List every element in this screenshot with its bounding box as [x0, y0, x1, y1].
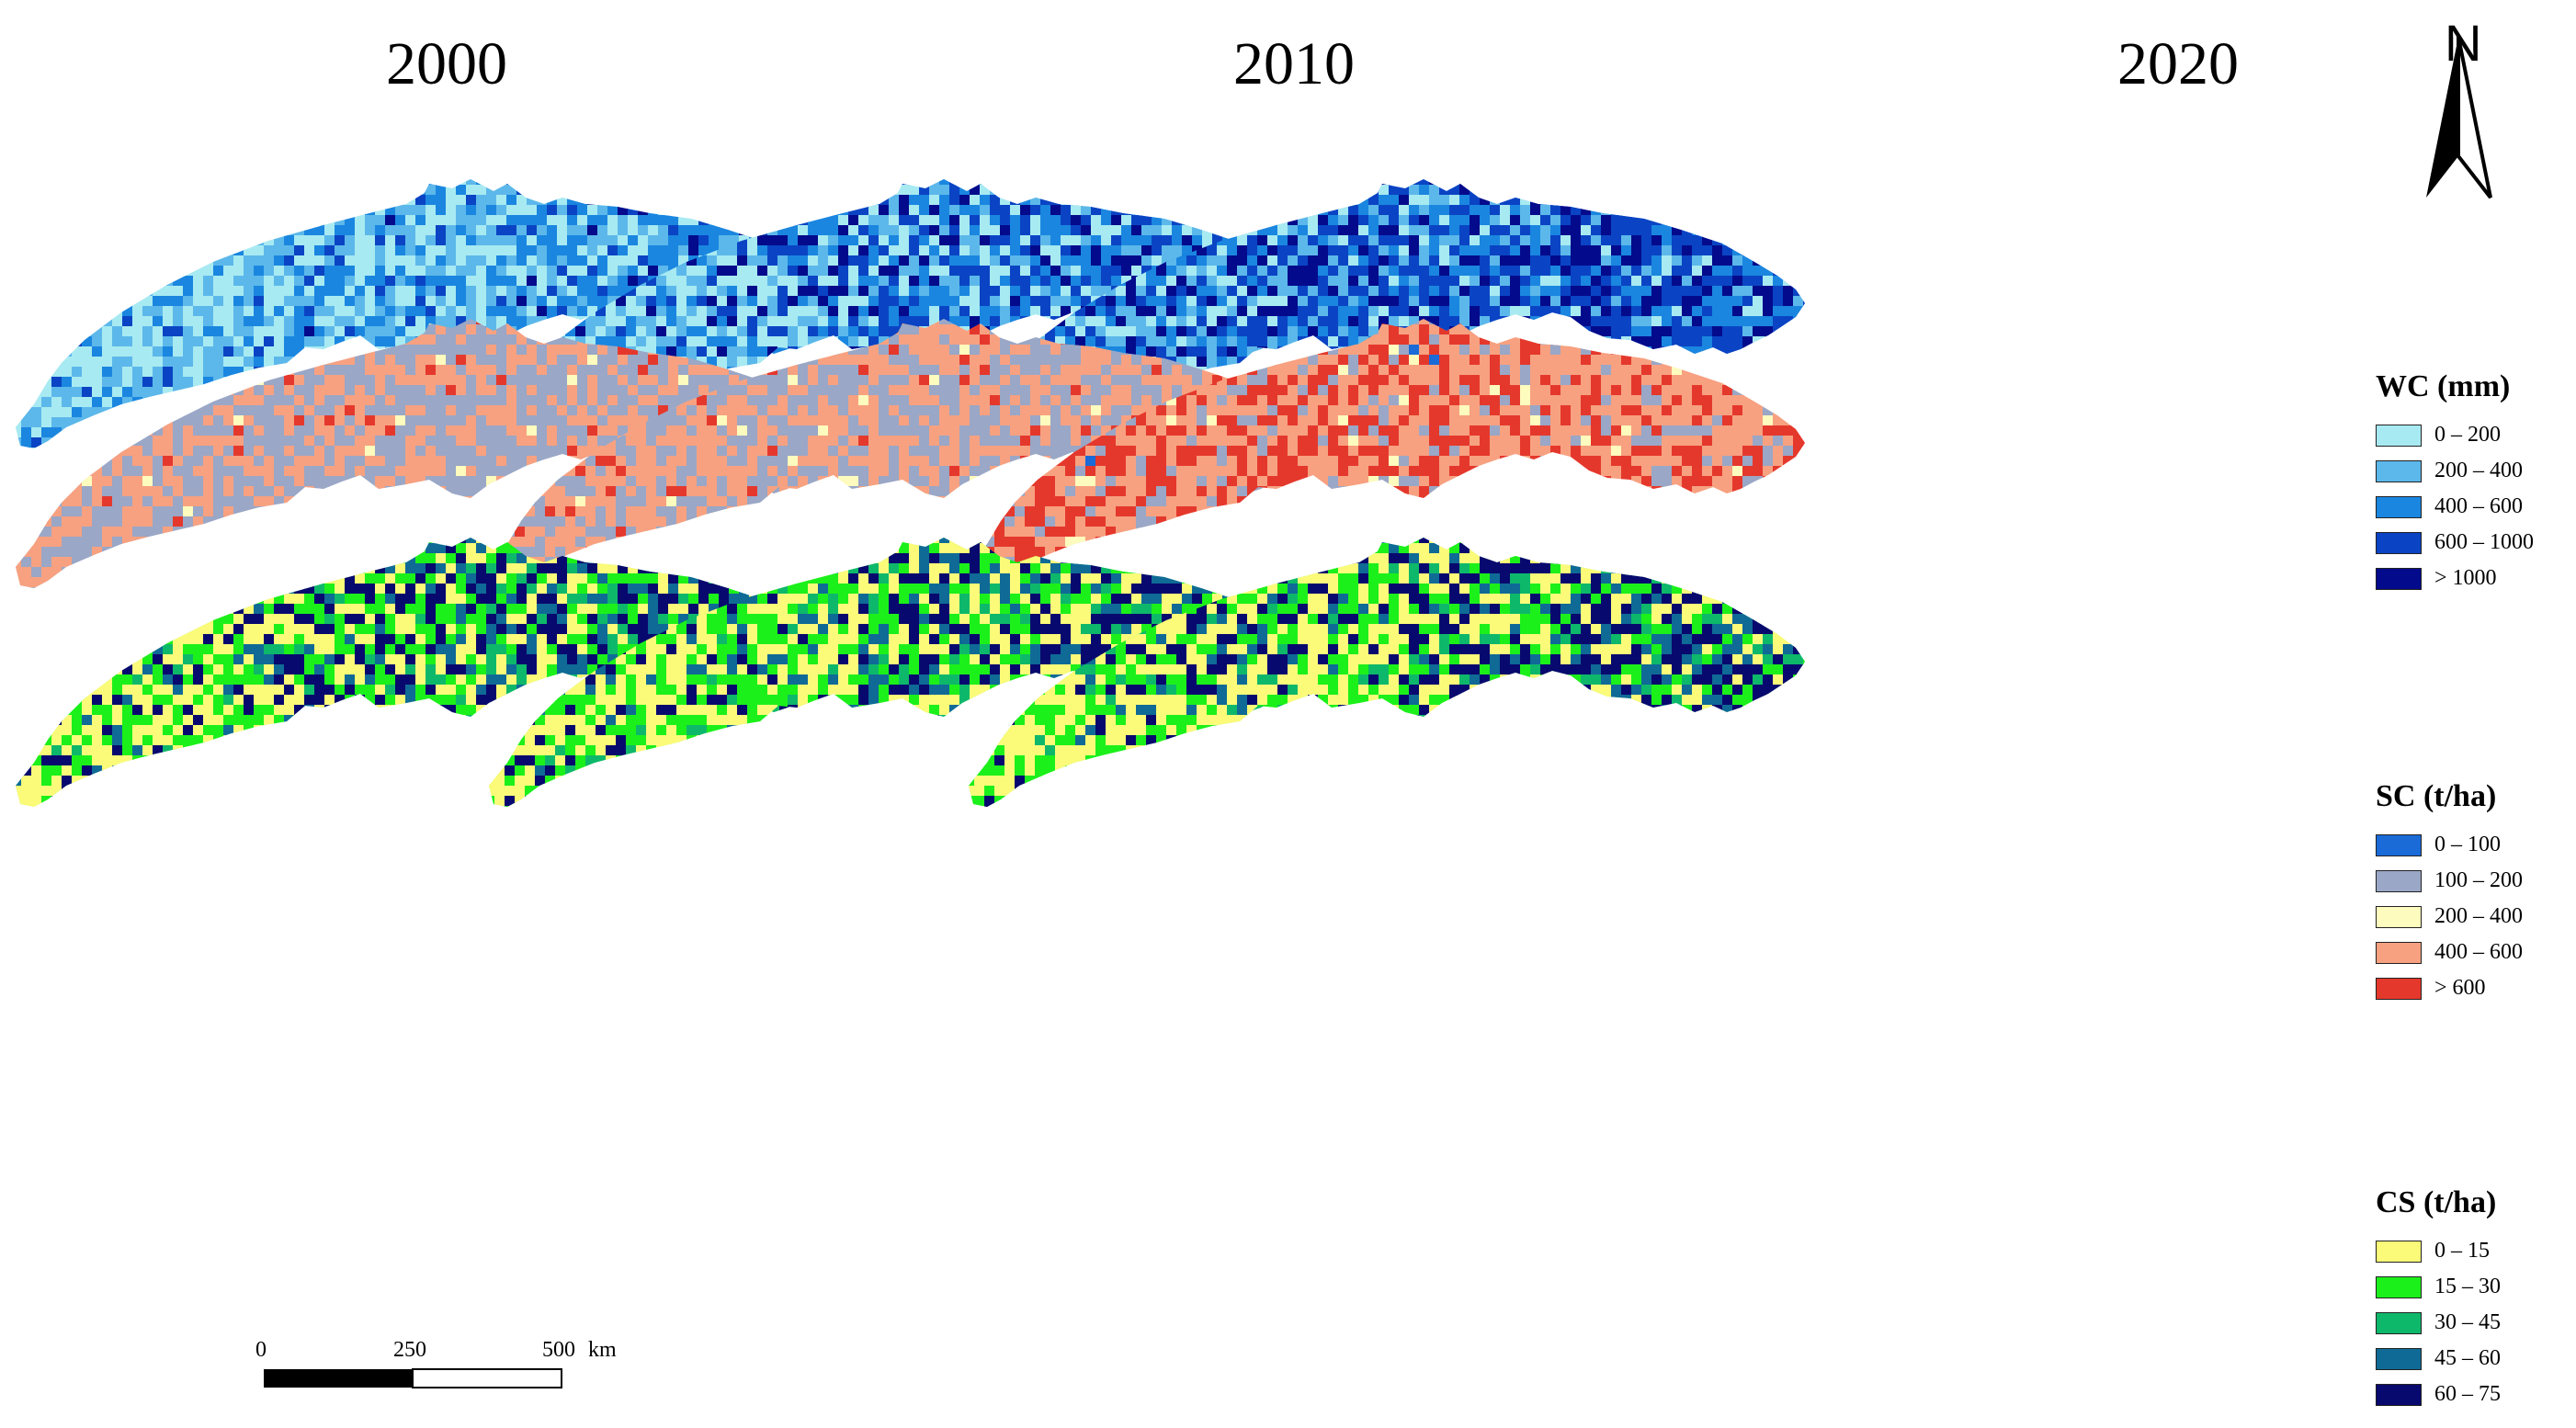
legend-swatch: [2376, 531, 2422, 554]
legend-item: 200 – 400: [2376, 453, 2534, 489]
year-label-2020: 2020: [2040, 29, 2316, 99]
scale-tick-label: 250: [393, 1338, 426, 1363]
legend-cs: CS (t/ha) 0 – 15 15 – 30 30 – 45 45 – 60…: [2376, 1185, 2501, 1412]
year-label-2010: 2010: [1156, 29, 1432, 99]
legend-label: 600 – 1000: [2434, 530, 2534, 555]
legend-item: 200 – 400: [2376, 899, 2523, 935]
scale-bar: [264, 1368, 562, 1388]
legend-title: WC (mm): [2376, 369, 2534, 404]
legend-label: 200 – 400: [2434, 904, 2523, 929]
scale-tick-label: 0: [255, 1338, 267, 1363]
legend-label: > 600: [2434, 976, 2486, 1001]
legend-label: 60 – 75: [2434, 1382, 2501, 1407]
legend-swatch: [2376, 495, 2422, 518]
legend-swatch: [2376, 1275, 2422, 1298]
legend-swatch: [2376, 1240, 2422, 1263]
legend-item: 0 – 100: [2376, 827, 2523, 863]
legend-title: CS (t/ha): [2376, 1185, 2501, 1220]
legend-swatch: [2376, 1347, 2422, 1370]
legend-label: 30 – 45: [2434, 1310, 2501, 1335]
legend-swatch: [2376, 459, 2422, 482]
legend-sc: SC (t/ha) 0 – 100 100 – 200 200 – 400 40…: [2376, 779, 2523, 1006]
legend-swatch: [2376, 1311, 2422, 1334]
legend-label: 400 – 600: [2434, 940, 2523, 965]
legend-swatch: [2376, 833, 2422, 856]
legend-item: 0 – 200: [2376, 417, 2534, 453]
scale-tick-label: 500: [542, 1338, 575, 1363]
scale-unit: km: [588, 1338, 617, 1363]
legend-swatch: [2376, 424, 2422, 447]
legend-wc: WC (mm) 0 – 200 200 – 400 400 – 600 600 …: [2376, 369, 2534, 596]
legend-title: SC (t/ha): [2376, 779, 2523, 814]
year-label-2000: 2000: [309, 29, 584, 99]
legend-item: 15 – 30: [2376, 1269, 2501, 1305]
legend-label: 100 – 200: [2434, 868, 2523, 893]
legend-label: > 1000: [2434, 566, 2497, 591]
legend-swatch: [2376, 1383, 2422, 1406]
legend-swatch: [2376, 977, 2422, 1000]
legend-item: 600 – 1000: [2376, 525, 2534, 561]
legend-label: 15 – 30: [2434, 1275, 2501, 1299]
legend-item: 400 – 600: [2376, 489, 2534, 525]
north-arrow-icon: [2426, 36, 2492, 199]
legend-swatch: [2376, 941, 2422, 964]
legend-item: 30 – 45: [2376, 1305, 2501, 1341]
legend-item: 100 – 200: [2376, 863, 2523, 899]
legend-label: 400 – 600: [2434, 494, 2523, 519]
legend-label: 0 – 15: [2434, 1239, 2490, 1264]
legend-swatch: [2376, 567, 2422, 590]
legend-item: > 600: [2376, 970, 2523, 1006]
legend-label: 200 – 400: [2434, 459, 2523, 483]
legend-item: 0 – 15: [2376, 1233, 2501, 1269]
legend-swatch: [2376, 869, 2422, 892]
legend-label: 45 – 60: [2434, 1346, 2501, 1371]
legend-item: 60 – 75: [2376, 1377, 2501, 1412]
legend-item: 45 – 60: [2376, 1341, 2501, 1377]
legend-item: > 1000: [2376, 561, 2534, 596]
legend-item: 400 – 600: [2376, 935, 2523, 970]
legend-swatch: [2376, 905, 2422, 928]
legend-label: 0 – 100: [2434, 833, 2501, 857]
legend-label: 0 – 200: [2434, 423, 2501, 448]
